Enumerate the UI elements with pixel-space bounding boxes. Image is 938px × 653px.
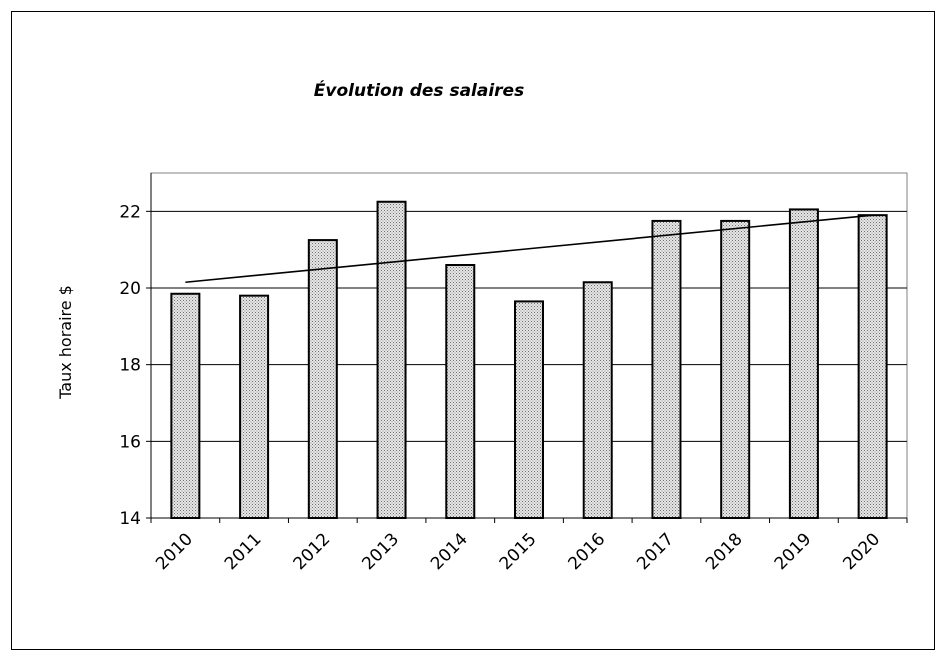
- chart-title: Évolution des salaires: [314, 79, 524, 101]
- bar-2018: [720, 219, 751, 520]
- bar-2010: [170, 292, 201, 519]
- bar-2017: [651, 219, 682, 520]
- x-tick-label: 2015: [496, 529, 541, 574]
- axes: [146, 173, 908, 523]
- x-tick-label: 2013: [358, 529, 403, 574]
- bar-2020: [857, 214, 888, 520]
- trendline-line: [185, 214, 873, 284]
- y-axis-label: Taux horaire $: [56, 285, 75, 400]
- bar-2015: [514, 300, 544, 519]
- bar-2019: [788, 208, 819, 520]
- bar-2011: [239, 294, 270, 519]
- y-tick-label: 20: [119, 279, 141, 299]
- x-tick-label: 2014: [427, 529, 472, 574]
- x-tick-label: 2018: [702, 529, 747, 574]
- y-tick-label: 22: [119, 202, 141, 222]
- x-tick-label: 2020: [839, 529, 884, 574]
- x-tick-label: 2012: [290, 529, 335, 574]
- x-tick-label: 2010: [152, 529, 197, 574]
- bars: [170, 200, 888, 520]
- x-tick-label: 2016: [565, 529, 610, 574]
- x-tick-label: 2011: [221, 529, 266, 574]
- bar-2013: [376, 200, 407, 519]
- y-tick-label: 18: [119, 356, 141, 376]
- bar-2012: [307, 239, 338, 519]
- y-tick-label: 14: [119, 509, 141, 529]
- bar-2014: [445, 264, 476, 519]
- bar-2016: [582, 281, 613, 519]
- y-tick-label: 16: [119, 432, 141, 452]
- x-tick-label: 2019: [771, 529, 816, 574]
- x-tick-label: 2017: [633, 529, 678, 574]
- trendline: [185, 214, 873, 284]
